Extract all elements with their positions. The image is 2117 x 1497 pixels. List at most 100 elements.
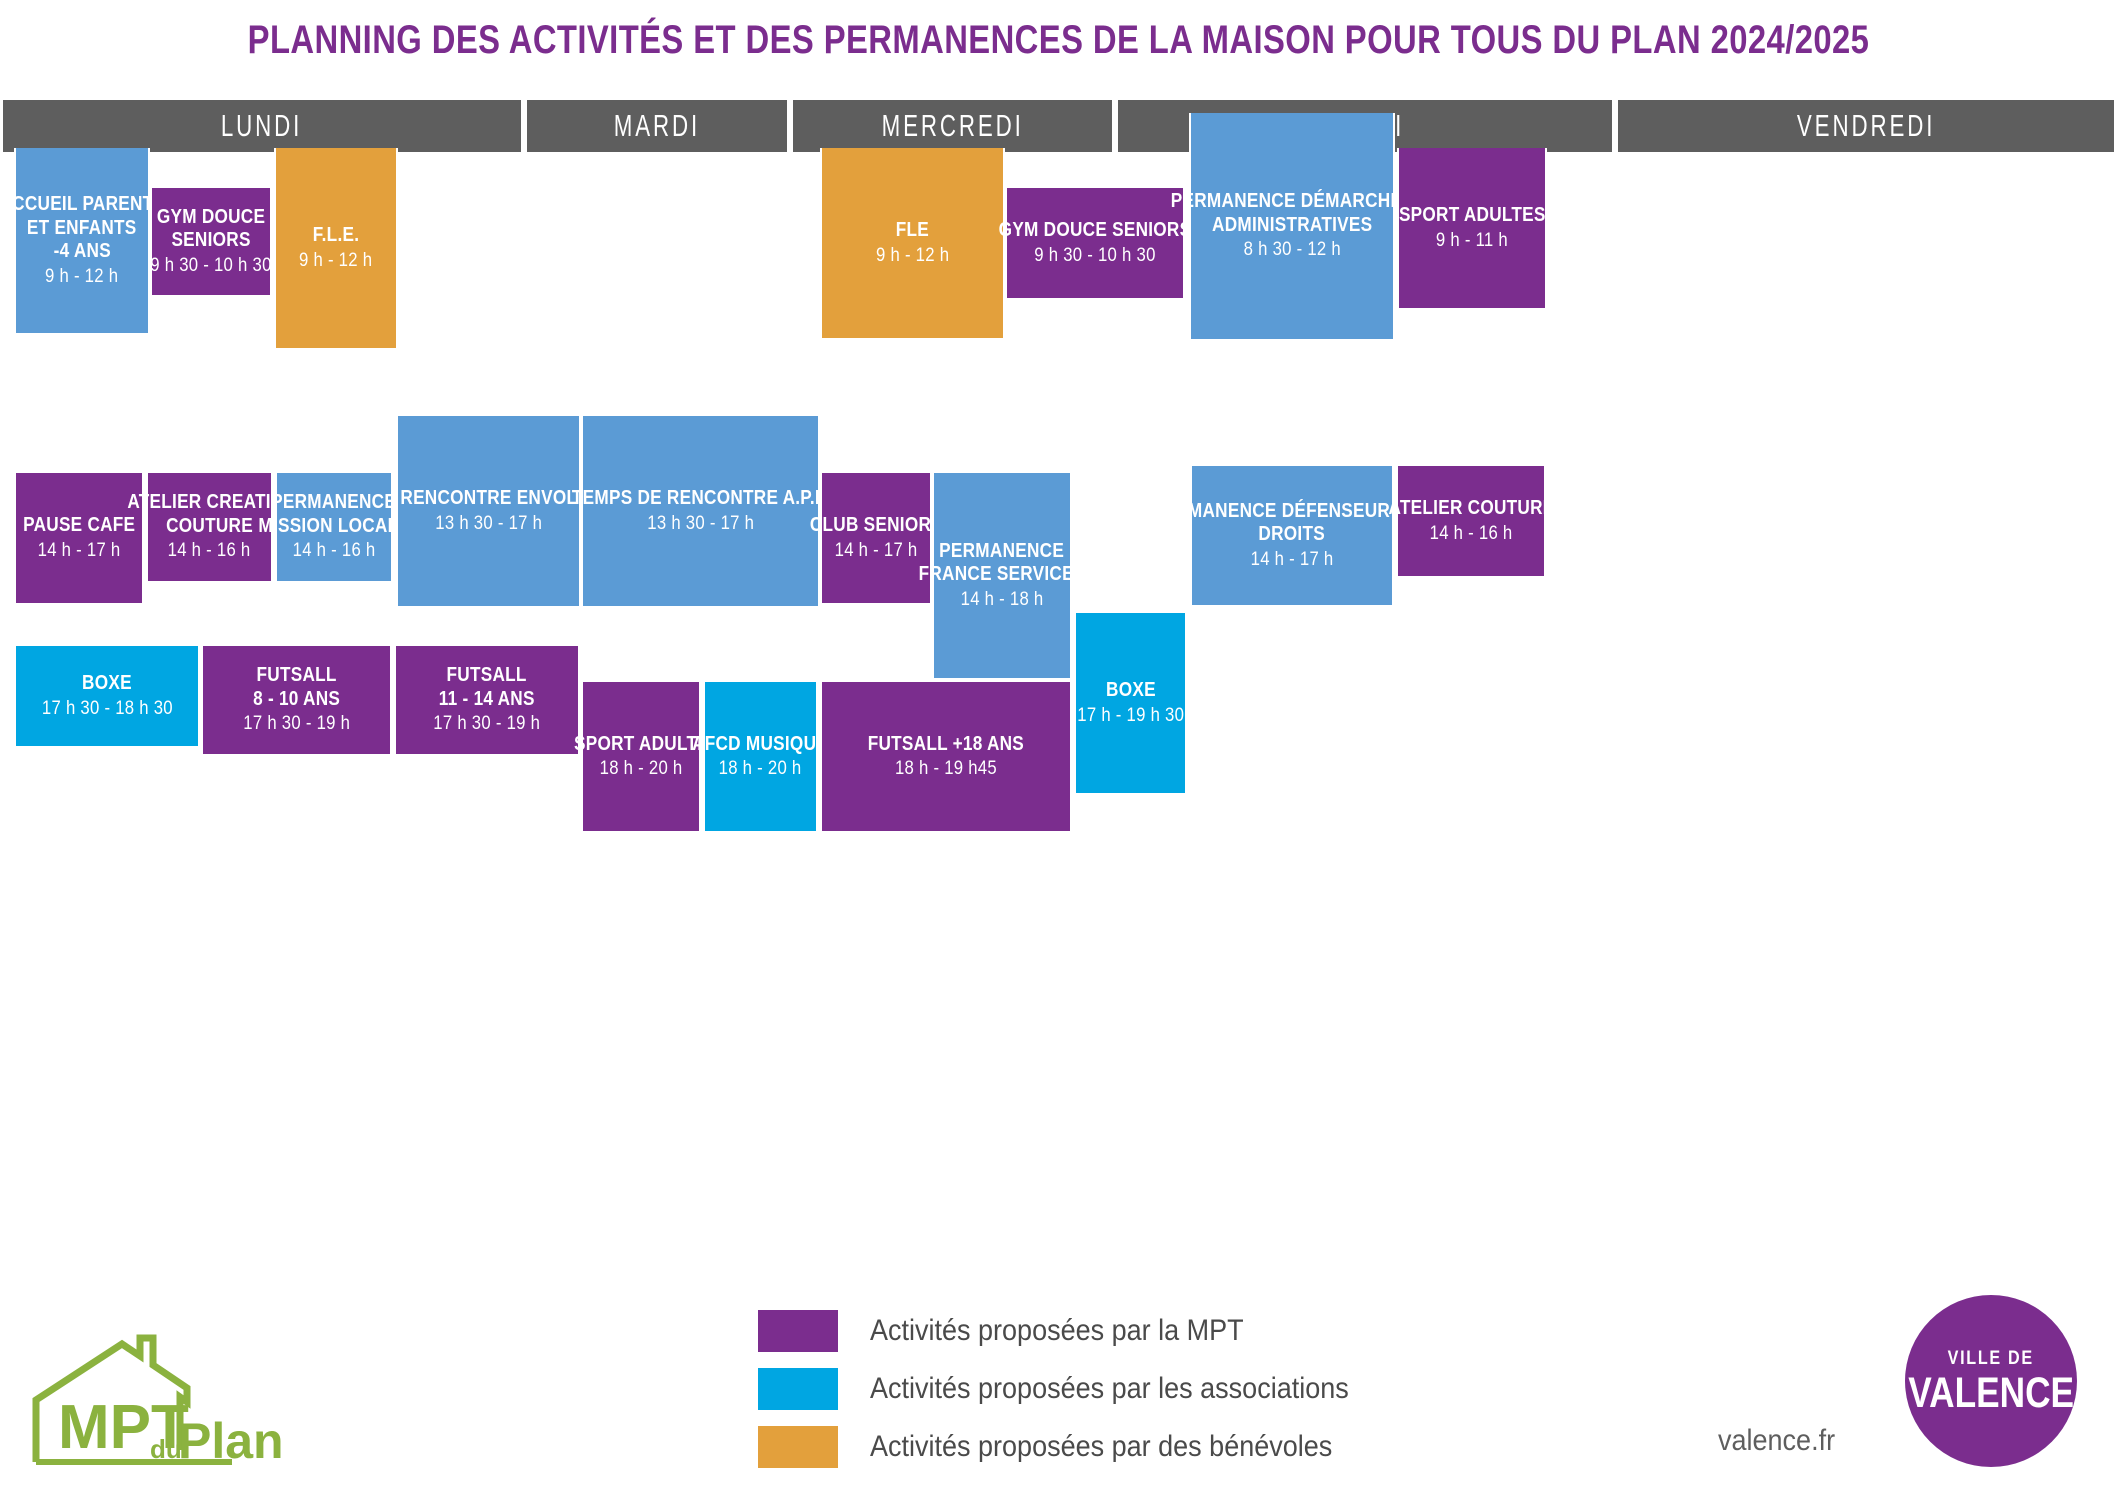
- activity-block[interactable]: CLUB SENIORS 14 h - 17 h: [809, 473, 942, 603]
- activity-name-line2: COUTURE: [166, 514, 253, 537]
- valence-url: valence.fr: [1718, 1424, 1836, 1457]
- activity-time: 14 h - 17 h: [834, 539, 918, 561]
- legend-label: Activités proposées par des bénévoles: [870, 1430, 1333, 1463]
- activity-block[interactable]: FUTSALL 8 - 10 ANS 17 h 30 - 19 h: [201, 646, 392, 754]
- activity-time: 9 h 30 - 10 h 30: [150, 254, 272, 276]
- activity-time: 14 h - 16 h: [292, 540, 376, 562]
- activity-name-line3: -4 ANS: [53, 240, 111, 263]
- activity-name: PERMANENCE: [939, 539, 1065, 562]
- activity-name: FLE: [895, 219, 930, 241]
- activity-block[interactable]: F.L.E. 9 h - 12 h: [274, 148, 398, 348]
- activity-time: 14 h - 16 h: [1429, 522, 1513, 544]
- day-header-mardi: MARDI: [524, 100, 790, 152]
- activity-name: FUTSALL: [256, 664, 337, 687]
- activity-name: F.L.E.: [312, 224, 360, 246]
- activity-name: BOXE: [1105, 679, 1156, 701]
- activity-name: BOXE: [82, 672, 132, 694]
- activity-block[interactable]: PERMANENCE DÉFENSEUR DES DROITS 14 h - 17 …: [1152, 466, 1432, 605]
- activity-name-line2: 11 - 14 ANS: [439, 687, 535, 710]
- legend-label: Activités proposées par les associations: [870, 1372, 1349, 1405]
- activity-name: GYM DOUCE: [156, 205, 266, 228]
- day-header-lundi: LUNDI: [0, 100, 524, 152]
- activity-name-line2: ET ENFANTS: [27, 216, 137, 239]
- activity-name: FUTSALL +18 ANS: [867, 732, 1025, 755]
- activity-block[interactable]: PERMANENCE MISSION LOCALE 14 h - 16 h: [258, 473, 410, 581]
- activity-block[interactable]: ACCUEIL PARENTS ET ENFANTS -4 ANS 9 h - 12 …: [0, 148, 165, 333]
- activity-name: TEMPS DE RENCONTRE A.P.F.: [572, 487, 829, 509]
- day-header-label: LUNDI: [221, 108, 303, 143]
- activity-block[interactable]: SPORT ADULTE 18 h - 20 h: [574, 682, 708, 831]
- activity-name: SPORT ADULTES: [1398, 204, 1546, 226]
- activity-block[interactable]: GYM DOUCE SENIORS 9 h 30 - 10 h 30: [150, 188, 272, 295]
- activity-time: 18 h - 19 h45: [895, 758, 997, 780]
- house-icon: MPT du Plan: [32, 1334, 282, 1469]
- activity-block[interactable]: SPORT ADULTES 9 h - 11 h: [1397, 148, 1547, 308]
- activity-time: 13 h 30 - 17 h: [647, 512, 754, 534]
- page-title: PLANNING DES ACTIVITÉS ET DES PERMANENCE…: [247, 18, 1870, 62]
- day-header-label: VENDREDI: [1796, 108, 1936, 143]
- mpt-logo-du: du: [150, 1434, 182, 1464]
- activity-block[interactable]: BOXE 17 h - 19 h 30: [1074, 613, 1187, 793]
- activity-block[interactable]: FUTSALL +18 ANS 18 h - 19 h45: [820, 682, 1072, 831]
- activity-block[interactable]: FLE 9 h - 12 h: [820, 148, 1005, 338]
- activity-name: ACCUEIL PARENTS: [0, 192, 165, 215]
- activity-name-line2: 8 - 10 ANS: [252, 687, 341, 710]
- activity-block[interactable]: TEMPS DE RENCONTRE A.P.F. 13 h 30 - 17 h: [572, 416, 829, 606]
- activity-name: AFCD MUSIQUE: [692, 732, 829, 755]
- day-header-vendredi: VENDREDI: [1615, 100, 2117, 152]
- activity-time: 14 h - 16 h: [168, 540, 251, 562]
- activity-block[interactable]: GYM DOUCE SENIORS 9 h 30 - 10 h 30: [999, 188, 1191, 298]
- activity-name-line2: ADMINISTRATIVES: [1211, 213, 1373, 236]
- legend-swatch: [758, 1368, 838, 1410]
- activity-time: 14 h - 17 h: [1250, 548, 1334, 570]
- activity-time: 9 h - 12 h: [875, 244, 950, 266]
- legend-swatch: [758, 1426, 838, 1468]
- activity-name: GYM DOUCE SENIORS: [998, 219, 1192, 241]
- legend-item: Activités proposées par la MPT: [758, 1308, 1402, 1354]
- activity-block[interactable]: PERMANENCE FRANCE SERVICES 14 h - 18 h: [919, 473, 1085, 678]
- activity-time: 8 h 30 - 12 h: [1243, 239, 1341, 261]
- activity-time: 18 h - 20 h: [719, 758, 802, 780]
- ville-de-valence-logo: VILLE DE VALENCE: [1905, 1295, 2077, 1467]
- activity-time: 18 h - 20 h: [599, 758, 683, 780]
- activity-name: RENCONTRE ENVOL: [400, 487, 577, 509]
- mpt-du-plan-logo: MPT du Plan: [22, 1330, 282, 1480]
- activity-name: FUTSALL: [446, 664, 528, 687]
- activity-block[interactable]: RENCONTRE ENVOL 13 h 30 - 17 h: [396, 416, 581, 606]
- legend: Activités proposées par la MPT Activités …: [758, 1308, 1402, 1482]
- activity-name-line2: MISSION LOCALE: [258, 514, 410, 537]
- legend-label: Activités proposées par la MPT: [870, 1314, 1244, 1347]
- activity-time: 17 h 30 - 18 h 30: [41, 697, 173, 719]
- activity-name: PERMANENCE: [271, 491, 397, 514]
- day-header-label: MERCREDI: [881, 108, 1024, 143]
- activity-time: 9 h - 12 h: [299, 249, 373, 271]
- day-header-label: MARDI: [613, 108, 701, 143]
- activity-block[interactable]: AFCD MUSIQUE 18 h - 20 h: [693, 682, 828, 831]
- activity-time: 17 h - 19 h 30: [1077, 704, 1184, 726]
- activity-block[interactable]: BOXE 17 h 30 - 18 h 30: [14, 646, 200, 746]
- activity-time: 13 h 30 - 17 h: [435, 512, 542, 534]
- legend-item: Activités proposées par des bénévoles: [758, 1424, 1402, 1470]
- activity-time: 14 h - 18 h: [960, 588, 1044, 610]
- activity-time: 9 h 30 - 10 h 30: [1034, 244, 1156, 266]
- legend-swatch: [758, 1310, 838, 1352]
- activity-name: SPORT ADULTE: [573, 732, 709, 755]
- activity-block[interactable]: FUTSALL 11 - 14 ANS 17 h 30 - 19 h: [394, 646, 580, 754]
- activity-name: ATELIER COUTURE: [1388, 497, 1555, 519]
- mpt-logo-plan: Plan: [178, 1413, 282, 1469]
- activity-time: 14 h - 17 h: [37, 539, 121, 561]
- valence-logo-line1: VILLE DE: [1947, 1347, 2035, 1369]
- day-header-mercredi: MERCREDI: [790, 100, 1115, 152]
- activity-time: 17 h 30 - 19 h: [433, 713, 541, 735]
- legend-item: Activités proposées par les associations: [758, 1366, 1402, 1412]
- activity-name-line2: SENIORS: [171, 229, 251, 252]
- activity-name: PERMANENCE DÉMARCHES: [1170, 190, 1414, 213]
- valence-logo-line2: VALENCE: [1908, 1368, 2074, 1417]
- activity-time: 9 h - 12 h: [45, 265, 119, 287]
- activity-block[interactable]: PERMANENCE DÉMARCHES ADMINISTRATIVES 8 h 3…: [1170, 113, 1413, 339]
- activity-block[interactable]: ATELIER CREATIF / COUTURE 14 h - 16 h: [127, 473, 291, 581]
- activity-time: 17 h 30 - 19 h: [243, 713, 350, 735]
- activity-time: 9 h - 11 h: [1435, 229, 1509, 251]
- activity-block[interactable]: ATELIER COUTURE 14 h - 16 h: [1388, 466, 1554, 576]
- activity-block[interactable]: PAUSE CAFE 14 h - 17 h: [14, 473, 144, 603]
